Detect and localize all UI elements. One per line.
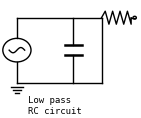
Text: Low pass
RC circuit: Low pass RC circuit xyxy=(28,96,82,116)
